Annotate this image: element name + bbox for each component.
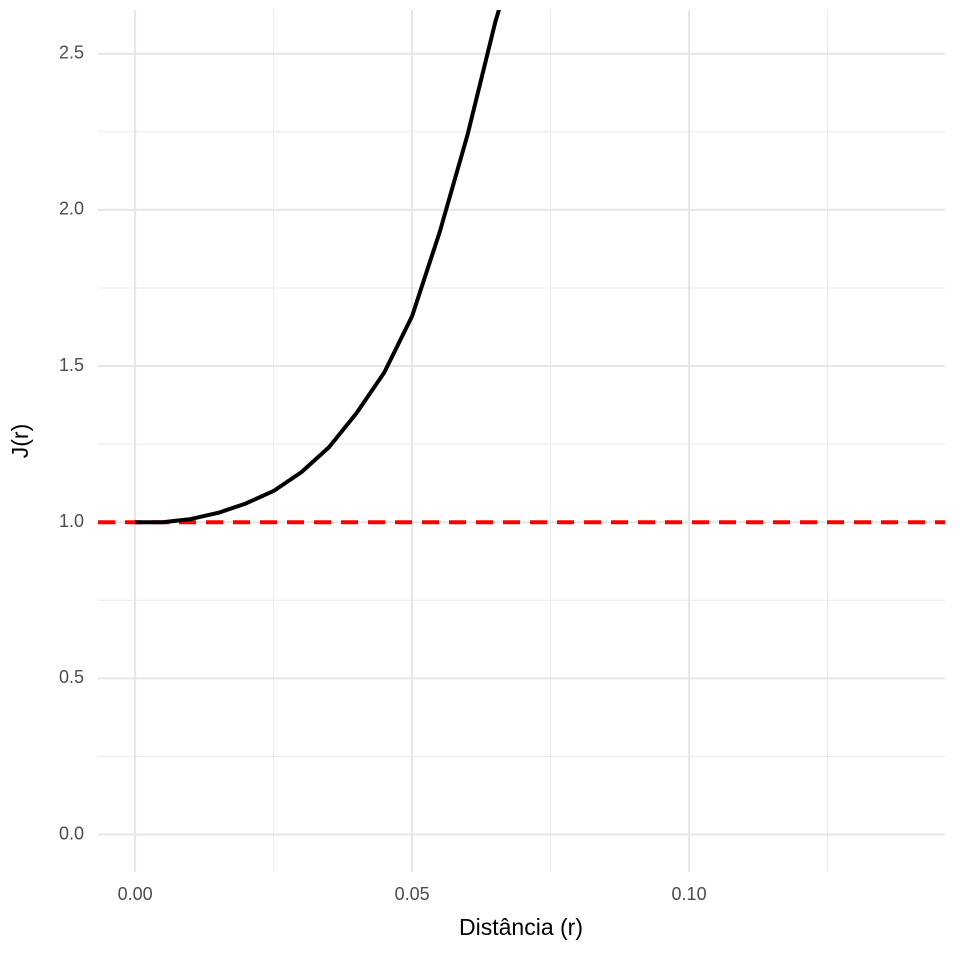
x-axis-title: Distância (r) [459, 914, 583, 940]
x-tick-label: 0.10 [672, 884, 707, 904]
y-tick-label: 0.0 [59, 823, 84, 843]
x-tick-label: 0.00 [118, 884, 153, 904]
y-tick-label: 1.0 [59, 511, 84, 531]
y-tick-label: 2.0 [59, 199, 84, 219]
grid [98, 10, 945, 872]
y-axis-title: J(r) [7, 424, 33, 458]
plot-area [98, 10, 945, 525]
y-tick-label: 0.5 [59, 667, 84, 687]
labels: 0.00 0.05 0.10 0.0 0.5 1.0 1.5 2.0 2.5 [59, 42, 707, 903]
y-tick-label: 2.5 [59, 42, 84, 62]
y-tick-label: 1.5 [59, 355, 84, 375]
x-tick-label: 0.05 [395, 884, 430, 904]
data-line [135, 10, 501, 525]
